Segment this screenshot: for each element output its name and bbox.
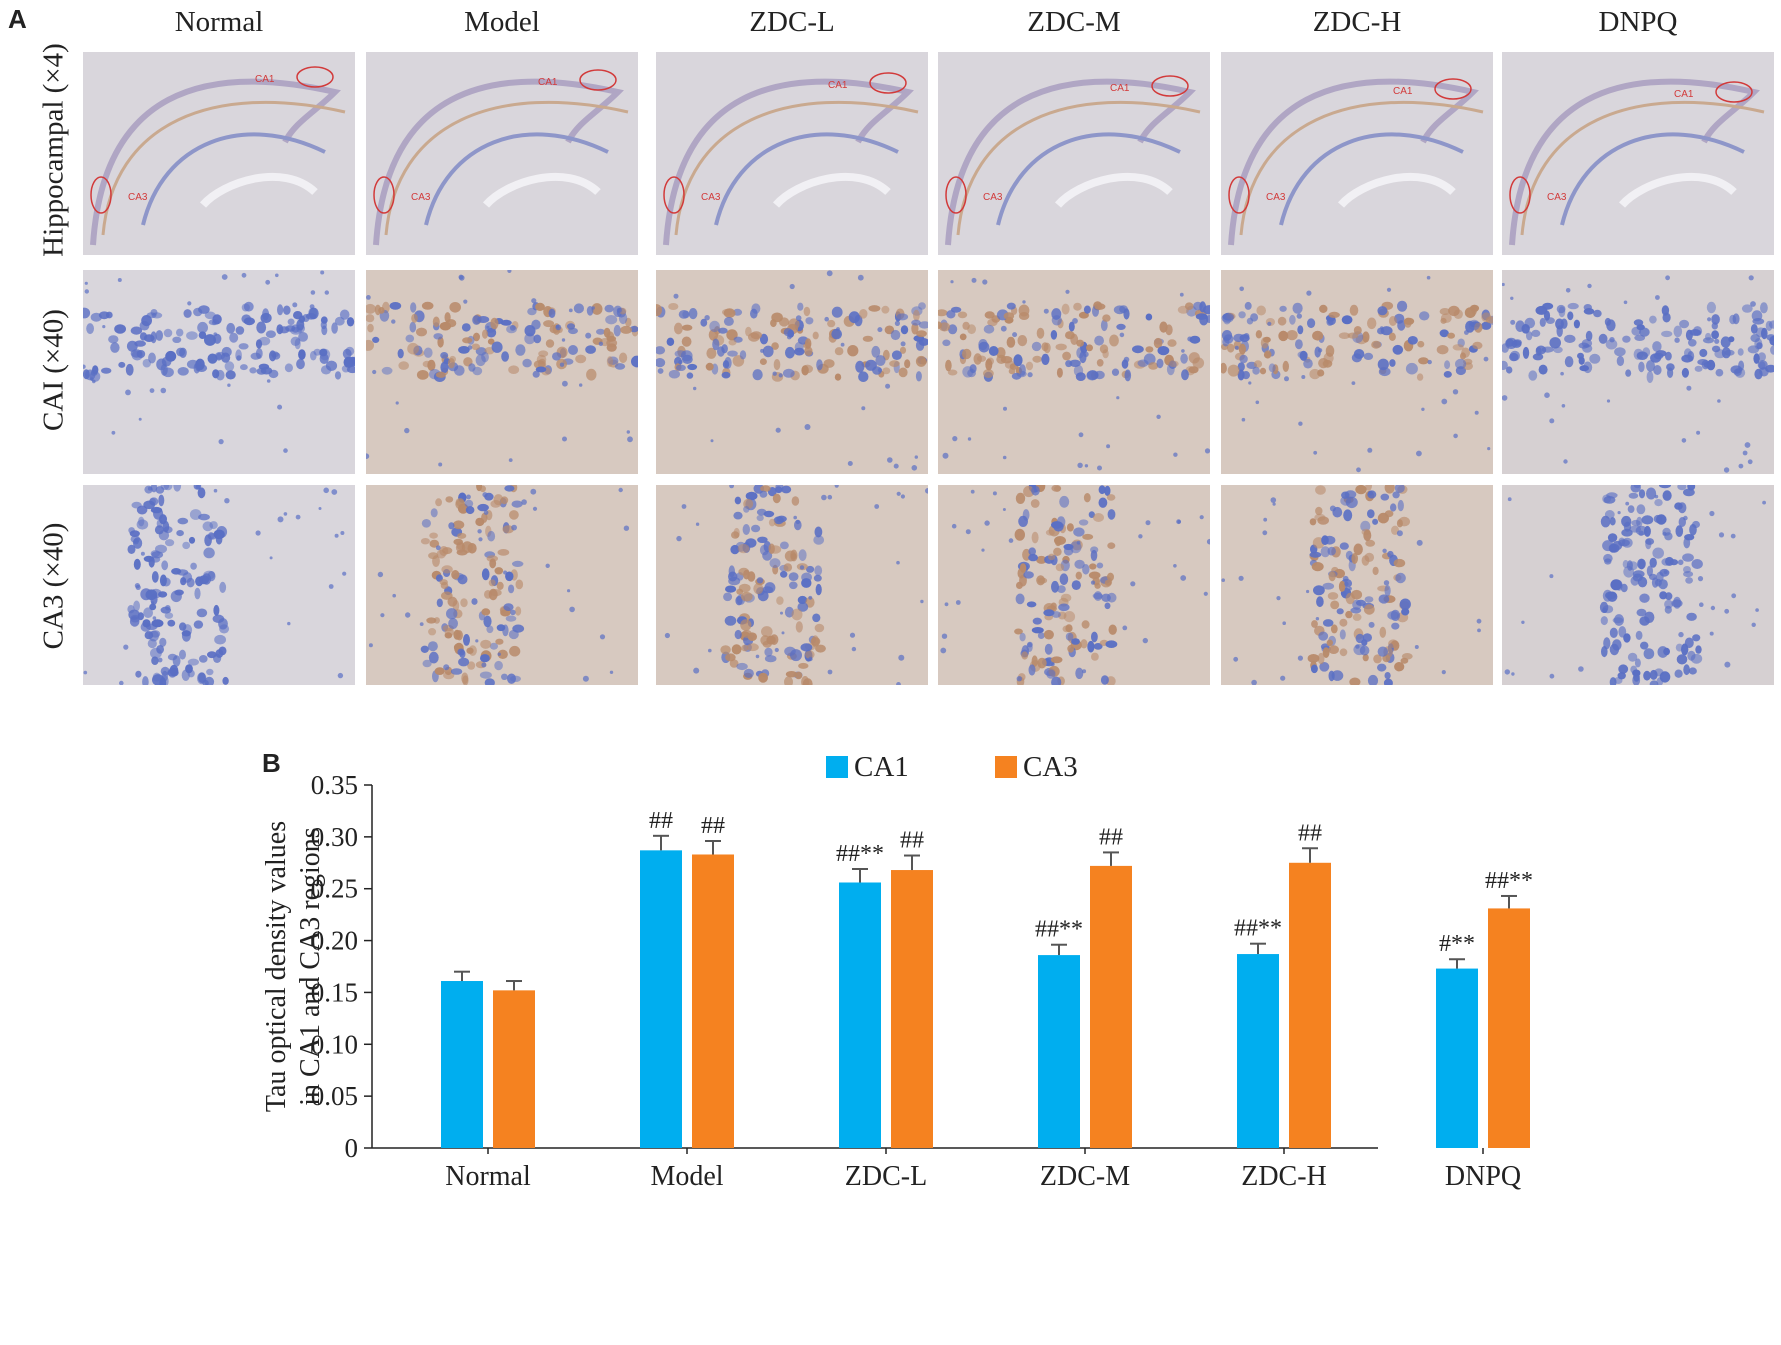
significance-label: ##**	[1485, 868, 1533, 894]
micrograph-hippocampal-normal: CA1 CA3	[83, 52, 355, 255]
tau-density-bar-chart: 0 0.05 0.10 0.15 0.20 0.25 0.30 0.35 Tau optical…	[261, 751, 1533, 1192]
legend-label-ca3: CA3	[1023, 751, 1078, 783]
x-tick-label-dnpq: DNPQ	[1445, 1161, 1521, 1192]
bar-ca3-zdc-h	[1289, 862, 1331, 1148]
bar-ca3-model	[692, 854, 734, 1148]
bar-ca1-zdc-l	[839, 882, 881, 1148]
micrograph-hippocampal-zdc-h: CA1 CA3	[1221, 52, 1493, 255]
micrograph-ca3-zdc-h	[1221, 485, 1493, 685]
significance-label: ##	[1298, 820, 1322, 846]
annotation-ca3: CA3	[1266, 192, 1286, 203]
bar-ca1-normal	[441, 981, 483, 1148]
x-tick-label-zdc-m: ZDC-M	[1040, 1161, 1130, 1192]
annotation-ca3: CA3	[128, 192, 148, 203]
bar-ca3-zdc-m	[1090, 865, 1132, 1148]
y-axis-label: in CA1 and CA3 regions	[295, 827, 326, 1105]
annotation-ca1: CA1	[1674, 89, 1694, 100]
column-label-zdc-h: ZDC-H	[1312, 6, 1402, 38]
annotation-ca1: CA1	[538, 77, 558, 88]
x-tick-label-model: Model	[650, 1161, 723, 1192]
row-label-2: CA3 (×40)	[37, 522, 70, 650]
annotation-ca3: CA3	[701, 192, 721, 203]
y-tick-label: 0.30	[311, 822, 358, 852]
significance-label: ##**	[1035, 917, 1083, 943]
row-label-0: Hippocampal (×4)	[37, 43, 70, 257]
bar-ca1-zdc-h	[1237, 954, 1279, 1148]
micrograph-ca3-model	[366, 485, 638, 685]
significance-label: ##	[900, 828, 924, 854]
y-tick-label: 0.35	[311, 770, 358, 800]
annotation-ca1: CA1	[1393, 86, 1413, 97]
annotation-ca3: CA3	[1547, 192, 1567, 203]
y-tick-label: 0.20	[311, 926, 358, 956]
panel-a-label: A	[8, 4, 27, 34]
column-label-model: Model	[464, 6, 540, 38]
bar-ca1-zdc-m	[1038, 955, 1080, 1148]
bar-ca3-zdc-l	[891, 870, 933, 1148]
x-tick-label-zdc-l: ZDC-L	[845, 1161, 927, 1192]
micrograph-hippocampal-zdc-l: CA1 CA3	[656, 52, 928, 255]
micrograph-ca1-zdc-h	[1221, 270, 1493, 474]
annotation-ca1: CA1	[828, 80, 848, 91]
y-tick-label: 0.05	[311, 1081, 358, 1111]
micrograph-ca3-zdc-m	[938, 485, 1210, 685]
panel-b-label: B	[262, 748, 281, 778]
bar-ca3-dnpq	[1488, 908, 1530, 1148]
micrograph-ca1-normal	[83, 270, 355, 474]
y-tick-label: 0.15	[311, 977, 358, 1007]
annotation-ca1: CA1	[255, 74, 275, 85]
micrograph-ca3-dnpq	[1502, 485, 1774, 685]
significance-label: ##	[1099, 824, 1123, 850]
bar-ca1-model	[640, 850, 682, 1148]
micrograph-ca3-normal	[83, 485, 355, 685]
annotation-ca3: CA3	[983, 192, 1003, 203]
x-tick-label-zdc-h: ZDC-H	[1241, 1161, 1327, 1192]
significance-label: ##**	[1234, 916, 1282, 942]
micrograph-ca1-model	[366, 270, 638, 474]
x-tick-label-normal: Normal	[445, 1161, 531, 1192]
annotation-ca1: CA1	[1110, 83, 1130, 94]
y-axis-label: Tau optical density values	[261, 821, 292, 1112]
annotation-ca3: CA3	[411, 192, 431, 203]
y-tick-label: 0.25	[311, 874, 358, 904]
legend-swatch-ca3	[995, 756, 1017, 778]
legend-swatch-ca1	[826, 756, 848, 778]
significance-label: ##	[701, 813, 725, 839]
bar-ca3-normal	[493, 990, 535, 1148]
column-label-dnpq: DNPQ	[1598, 6, 1678, 38]
row-label-1: CAI (×40)	[37, 309, 70, 431]
micrograph-ca3-zdc-l	[656, 485, 928, 685]
micrograph-ca1-zdc-m	[938, 270, 1210, 474]
significance-label: ##**	[836, 841, 884, 867]
column-label-zdc-l: ZDC-L	[749, 6, 835, 38]
micrograph-hippocampal-zdc-m: CA1 CA3	[938, 52, 1210, 255]
significance-label: ##	[649, 808, 673, 834]
micrograph-ca1-dnpq	[1502, 270, 1774, 474]
y-tick-label: 0.10	[311, 1029, 358, 1059]
micrograph-ca1-zdc-l	[656, 270, 928, 474]
column-label-normal: Normal	[174, 6, 264, 38]
micrograph-hippocampal-model: CA1 CA3	[366, 52, 638, 255]
bar-ca1-dnpq	[1436, 968, 1478, 1148]
legend-label-ca1: CA1	[854, 751, 909, 783]
micrograph-hippocampal-dnpq: CA1 CA3	[1502, 52, 1774, 255]
significance-label: #**	[1439, 931, 1475, 957]
y-tick-label: 0	[345, 1133, 359, 1163]
column-label-zdc-m: ZDC-M	[1027, 6, 1121, 38]
